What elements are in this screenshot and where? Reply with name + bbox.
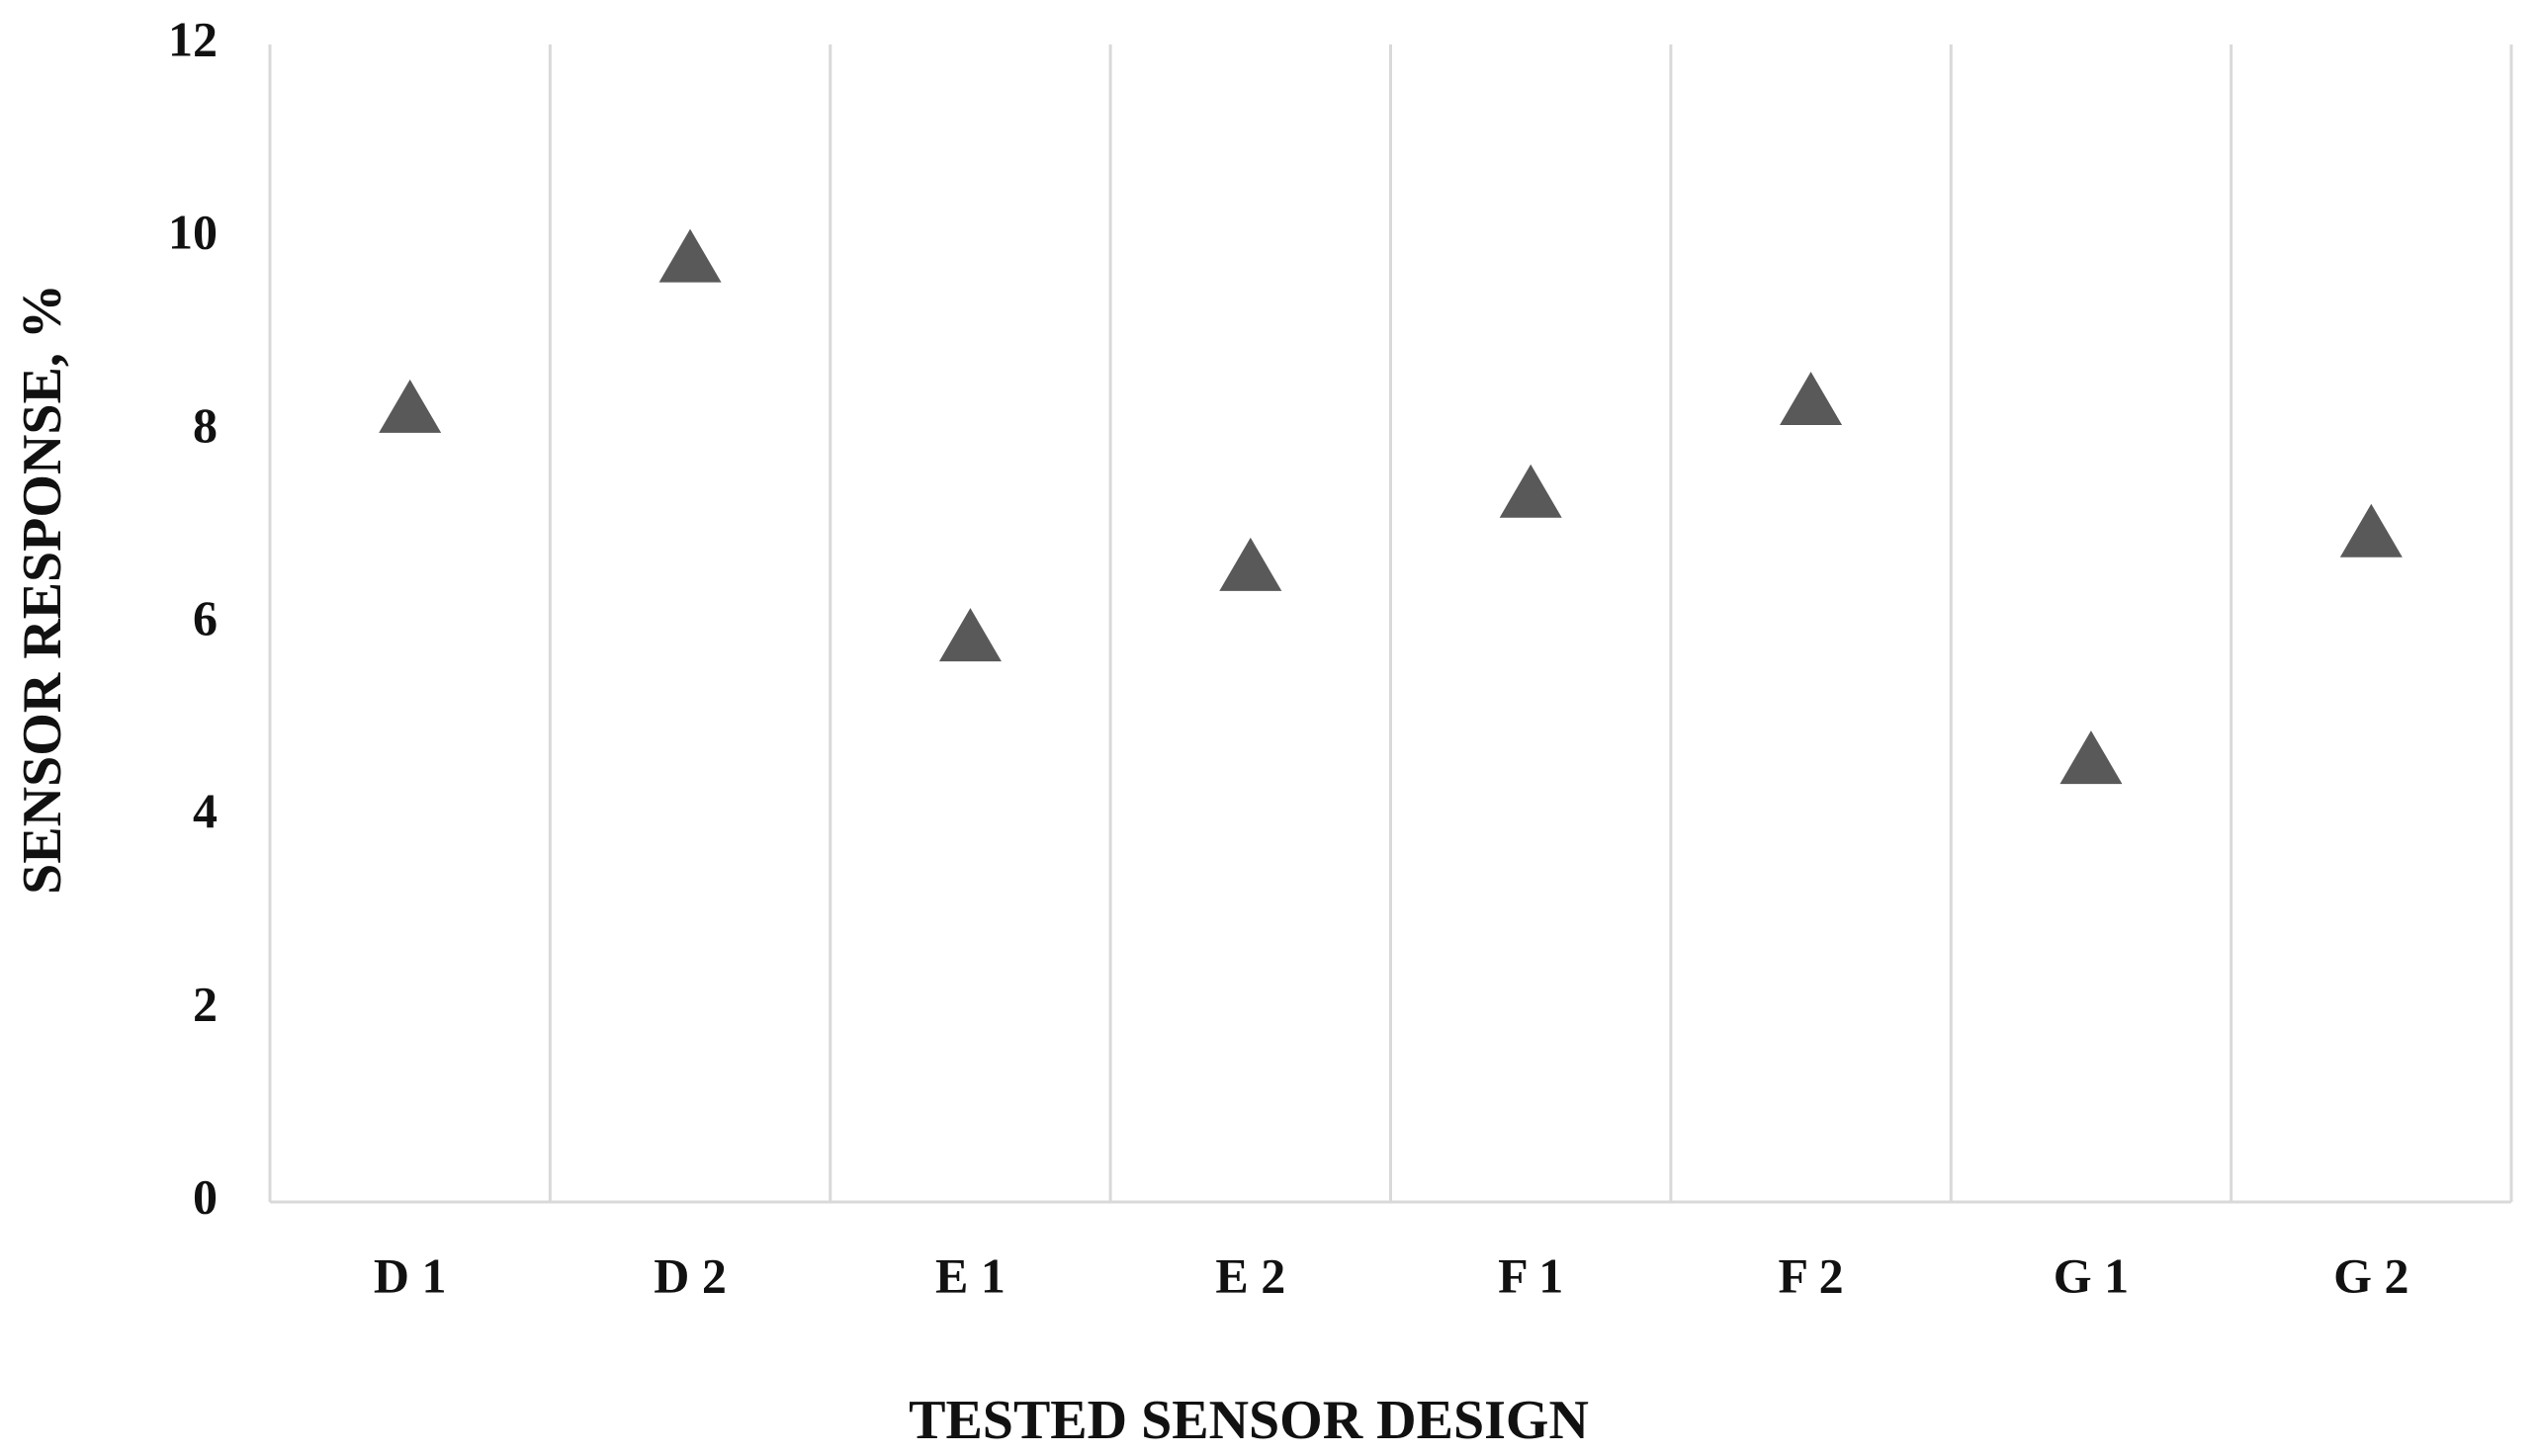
x-tick-label: G 2 — [2333, 1247, 2408, 1303]
marker — [658, 228, 722, 283]
x-tick-label: E 1 — [935, 1247, 1006, 1303]
marker — [2059, 730, 2123, 785]
y-tick-label: 4 — [193, 783, 218, 838]
y-tick-label: 10 — [168, 205, 218, 260]
x-tick-label: E 2 — [1215, 1247, 1285, 1303]
x-axis-title: TESTED SENSOR DESIGN — [909, 1390, 1589, 1451]
y-tick-label: 8 — [193, 397, 218, 453]
x-tick-label: D 1 — [374, 1247, 447, 1303]
y-tick-label: 12 — [168, 11, 218, 66]
y-axis-title: SENSOR RESPONSE, % — [12, 284, 73, 895]
marker — [1780, 372, 1843, 426]
x-tick-label: F 1 — [1498, 1247, 1563, 1303]
marker — [1499, 464, 1562, 518]
y-tick-label: 6 — [193, 590, 218, 645]
marker — [1219, 537, 1282, 591]
x-tick-label: G 1 — [2054, 1247, 2129, 1303]
marker — [2339, 503, 2403, 557]
y-tick-label: 2 — [193, 976, 218, 1031]
marker — [938, 608, 1002, 662]
x-tick-label: F 2 — [1778, 1247, 1843, 1303]
marker — [379, 379, 442, 433]
x-tick-label: D 2 — [654, 1247, 727, 1303]
y-tick-label: 0 — [193, 1168, 218, 1224]
